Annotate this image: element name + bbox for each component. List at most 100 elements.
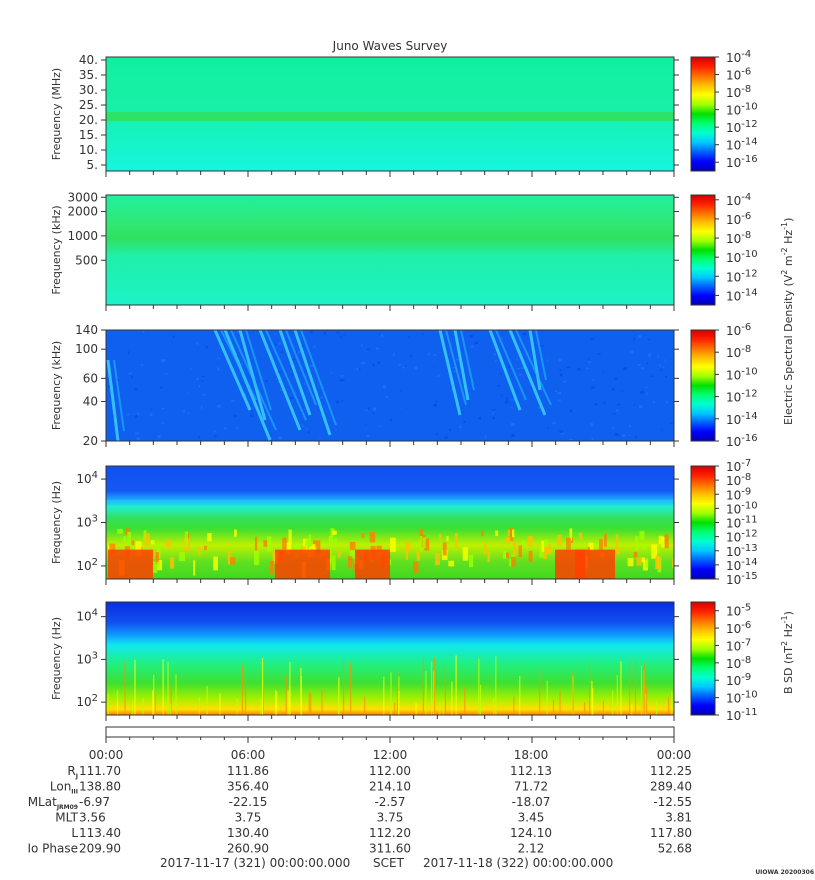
colorbar-tick-label: 10-9 (726, 672, 751, 688)
ephemeris-value: 3.45 (518, 811, 545, 825)
y-axis-label: Frequency (Hz) (50, 481, 63, 564)
colorbar-gradient (690, 56, 716, 172)
ephemeris-row-label: MLatJRM09 (28, 795, 78, 811)
y-tick-label: 104 (76, 608, 98, 624)
time-axis-box (105, 726, 675, 738)
spectrogram-fill-3 (106, 330, 674, 441)
ephemeris-value: 117.80 (650, 826, 692, 840)
time-label: 18:00 (514, 748, 549, 762)
colorbar-3: 10-6 10-8 10-10 10-12 10-14 10-16 (690, 322, 758, 449)
y-tick-label: 15. (79, 128, 98, 142)
colorbar-tick-label: 10-12 (726, 389, 758, 405)
ephemeris-value: 111.70 (79, 764, 121, 778)
spectrogram-fill-2 (106, 195, 674, 305)
spectrogram-fill-5 (106, 602, 674, 715)
spectrogram-panel-3: 140 100 60 40 20 Frequency (kHz) 10-6 10-8 10-10… (50, 322, 758, 449)
scet-end: 2017-11-18 (322) 00:00:00.000 (423, 856, 613, 870)
colorbar-tick-label: 10-6 (726, 67, 751, 83)
colorbar-tick-label: 10-5 (726, 603, 751, 619)
y-tick-label: 3000 (67, 190, 98, 204)
colorbar-tick-label: 10-4 (726, 49, 751, 65)
ephemeris-row-label: L (71, 826, 78, 840)
colorbar-tick-label: 10-10 (726, 249, 758, 265)
colorbar-gradient (690, 601, 716, 716)
colorbar-tick-label: 10-11 (726, 515, 758, 531)
colorbar-tick-label: 10-7 (726, 637, 751, 653)
ephemeris-value: 214.10 (369, 780, 411, 794)
y-tick-label: 1000 (67, 229, 98, 243)
ephemeris-value: 3.81 (665, 811, 692, 825)
colorbar-tick-label: 10-8 (726, 655, 751, 671)
ephemeris-value: -12.55 (653, 795, 692, 809)
y-tick-label: 104 (76, 470, 98, 486)
ephemeris-value: 138.80 (79, 780, 121, 794)
ephemeris-value: 289.40 (650, 780, 692, 794)
colorbar-tick-label: 10-8 (726, 472, 751, 488)
y-tick-label: 20 (83, 434, 98, 448)
ephemeris-value: 260.90 (227, 842, 269, 856)
colorbar-tick-label: 10-8 (726, 344, 751, 360)
ephemeris-value: 71.72 (514, 780, 548, 794)
ephemeris-value: -6.97 (79, 795, 110, 809)
y-tick-label: 500 (75, 253, 98, 267)
colorbar-tick-label: 10-6 (726, 620, 751, 636)
colorbar-tick-label: 10-10 (726, 690, 758, 706)
colorbar-tick-label: 10-11 (726, 707, 758, 723)
bfield-colorbar-title: B SD (nT2 Hz-1) (780, 611, 795, 694)
y-tick-label: 100 (75, 342, 98, 356)
y-tick-label: 140 (75, 323, 98, 337)
colorbar-tick-label: 10-14 (726, 287, 758, 303)
colorbar-tick-label: 10-8 (726, 230, 751, 246)
colorbar-gradient (690, 465, 716, 580)
y-tick-label: 60 (83, 371, 98, 385)
colorbar-tick-label: 10-6 (726, 211, 751, 227)
colorbar-tick-label: 10-16 (726, 154, 758, 170)
ephemeris-value: -18.07 (512, 795, 551, 809)
colorbar-titles: Electric Spectral Density (V2 m-2 Hz-1) … (780, 218, 795, 694)
efield-colorbar-title: Electric Spectral Density (V2 m-2 Hz-1) (780, 218, 795, 425)
spectrogram-panel-1: 40.35.30.25.20.15.10.5. Frequency (MHz) 10… (50, 49, 758, 177)
time-axis (105, 726, 675, 743)
ephemeris-value: -2.57 (374, 795, 405, 809)
ephemeris-row-label: LonIII (50, 780, 78, 796)
colorbar-tick-label: 10-15 (726, 571, 758, 587)
y-axis-label: Frequency (Hz) (50, 617, 63, 700)
colorbar-tick-label: 10-14 (726, 411, 758, 427)
colorbar-gradient (690, 329, 716, 442)
colorbar-tick-label: 10-14 (726, 137, 758, 153)
ephemeris-value: 209.90 (79, 842, 121, 856)
time-label: 06:00 (231, 748, 266, 762)
ephemeris-value: 112.00 (369, 764, 411, 778)
y-tick-label: 40 (83, 394, 98, 408)
ephemeris-value: 311.60 (369, 842, 411, 856)
time-label: 00:00 (89, 748, 124, 762)
ephemeris-value: 3.75 (377, 811, 404, 825)
spectrogram-fill-4 (106, 466, 674, 579)
y-tick-label: 102 (76, 693, 98, 709)
ephemeris-value: 112.25 (650, 764, 692, 778)
y-tick-label: 5. (87, 158, 98, 172)
colorbar-tick-label: 10-6 (726, 322, 751, 338)
ephemeris-value: 2.12 (518, 842, 545, 856)
y-tick-label: 20. (79, 113, 98, 127)
colorbar-tick-label: 10-12 (726, 268, 758, 284)
spectrogram-panel-4: 104 103 102 Frequency (Hz) 10-710-810-910-10… (50, 458, 758, 587)
y-tick-label: 103 (76, 650, 98, 666)
colorbar-tick-label: 10-12 (726, 529, 758, 545)
y-axis-label: Frequency (MHz) (50, 68, 63, 160)
ephemeris-value: 113.40 (79, 826, 121, 840)
ephemeris-row-label: MLT (55, 811, 78, 825)
y-tick-label: 25. (79, 98, 98, 112)
y-tick-label: 10. (79, 143, 98, 157)
ephemeris-value: 3.56 (79, 811, 106, 825)
y-tick-label: 2000 (67, 205, 98, 219)
colorbar-4: 10-710-810-910-1010-1110-1210-1310-1410-… (690, 458, 758, 587)
spectrogram-fill-1 (106, 57, 674, 171)
colorbar-tick-label: 10-4 (726, 192, 751, 208)
y-axis-label: Frequency (kHz) (50, 205, 63, 294)
ephemeris-value: 130.40 (227, 826, 269, 840)
colorbar-tick-label: 10-8 (726, 84, 751, 100)
